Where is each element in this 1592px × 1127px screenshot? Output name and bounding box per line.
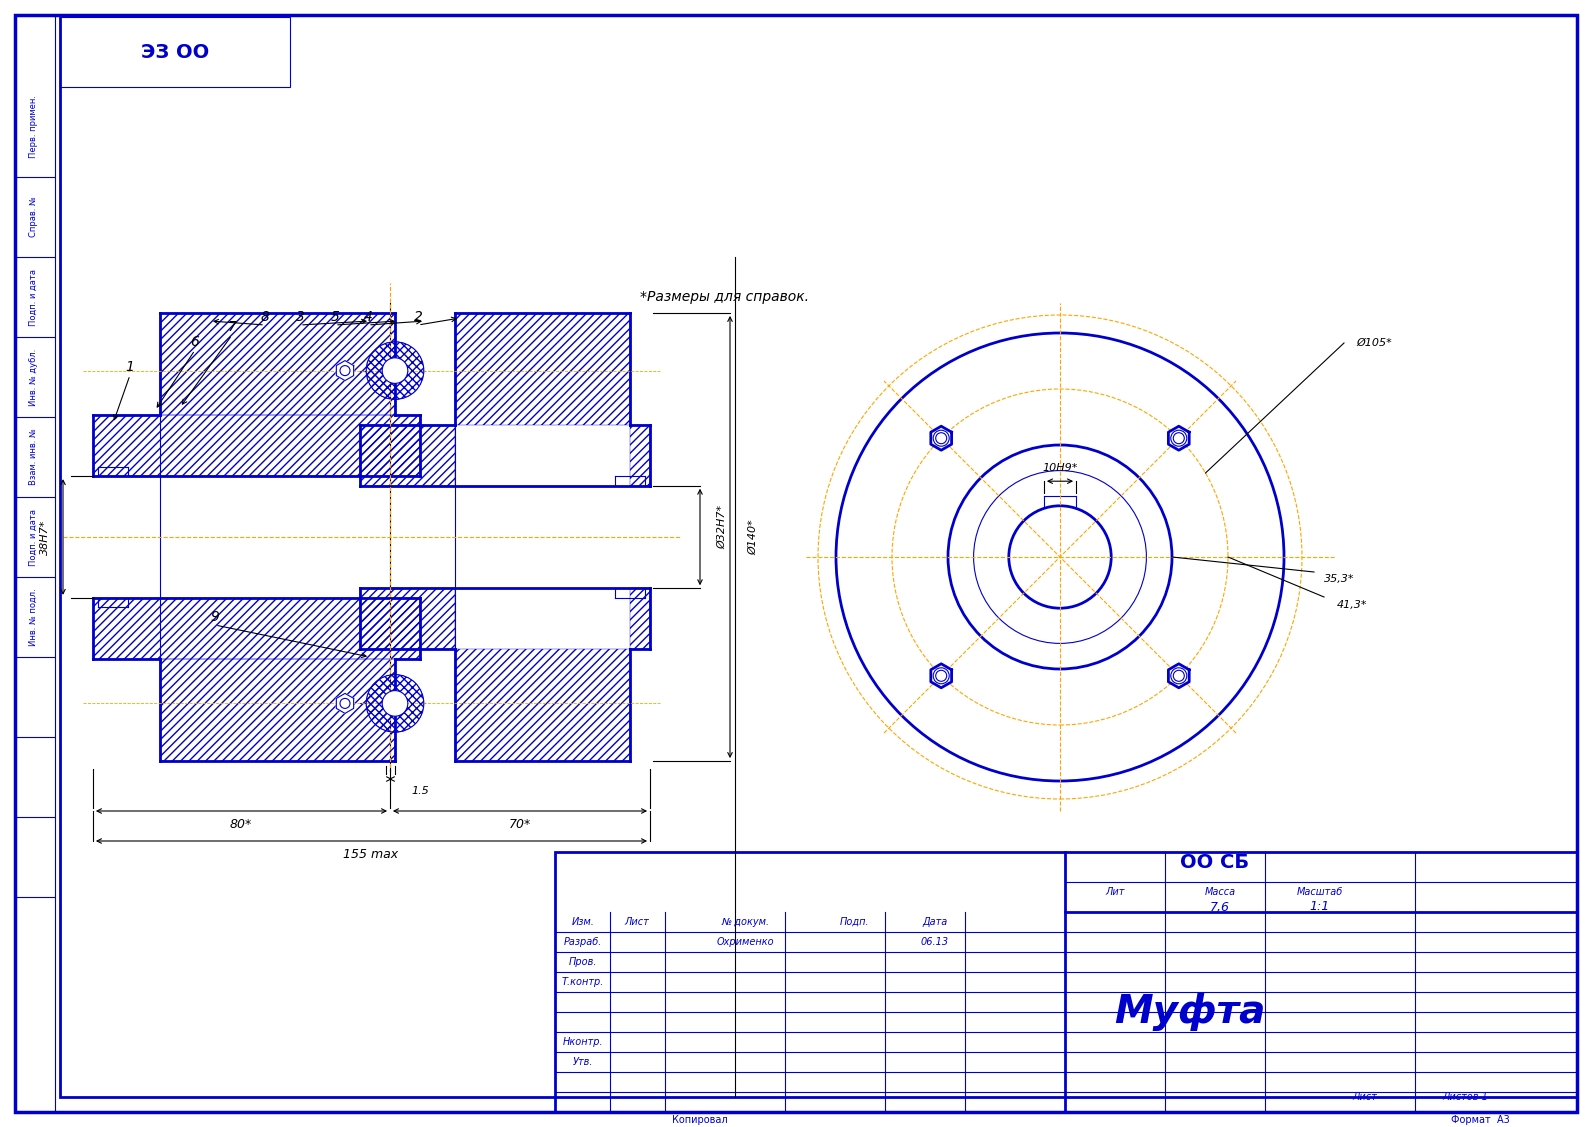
Text: ОО СБ: ОО СБ xyxy=(1180,852,1250,871)
Text: Нконтр.: Нконтр. xyxy=(562,1037,603,1047)
Text: 70*: 70* xyxy=(509,817,532,831)
Text: 5: 5 xyxy=(331,310,339,323)
Text: 8: 8 xyxy=(261,310,269,323)
Text: Инв. № подл.: Инв. № подл. xyxy=(29,588,38,646)
Text: 1: 1 xyxy=(126,360,134,374)
Polygon shape xyxy=(336,361,353,381)
Polygon shape xyxy=(1169,664,1189,687)
Text: *Размеры для справок.: *Размеры для справок. xyxy=(640,290,809,304)
Text: Ø105*: Ø105* xyxy=(1356,338,1391,348)
Text: Пров.: Пров. xyxy=(568,957,597,967)
Polygon shape xyxy=(1169,426,1189,450)
Text: 6: 6 xyxy=(191,335,199,349)
Circle shape xyxy=(1173,671,1184,682)
Text: 06.13: 06.13 xyxy=(920,937,949,947)
Bar xyxy=(556,852,1578,1112)
Text: Масса: Масса xyxy=(1205,887,1235,897)
Text: 9: 9 xyxy=(210,610,220,624)
Text: Дата: Дата xyxy=(922,917,947,928)
Text: Т.контр.: Т.контр. xyxy=(562,977,605,987)
Text: Лист: Лист xyxy=(624,917,650,928)
Text: Масштаб: Масштаб xyxy=(1297,887,1344,897)
Text: Утв.: Утв. xyxy=(573,1057,594,1067)
Circle shape xyxy=(1173,433,1184,444)
Text: 1.5: 1.5 xyxy=(411,786,428,796)
Text: Подп. и дата: Подп. и дата xyxy=(29,508,38,566)
Text: 38Н7*: 38Н7* xyxy=(40,520,49,554)
Text: 35,3*: 35,3* xyxy=(1325,574,1355,584)
Text: Подп.: Подп. xyxy=(841,917,869,928)
Text: 2: 2 xyxy=(414,310,422,323)
Text: Справ. №: Справ. № xyxy=(29,196,38,238)
Text: Разраб.: Разраб. xyxy=(564,937,602,947)
Text: 155 max: 155 max xyxy=(344,848,398,861)
Text: Листов 1: Листов 1 xyxy=(1442,1092,1489,1102)
Text: Инв. № дубл.: Инв. № дубл. xyxy=(29,348,38,406)
Text: Лист: Лист xyxy=(1353,1092,1377,1102)
Text: 7,6: 7,6 xyxy=(1210,900,1231,914)
Circle shape xyxy=(936,671,947,682)
Bar xyxy=(60,17,290,87)
Text: 4: 4 xyxy=(363,310,373,323)
Text: Копировал: Копировал xyxy=(672,1115,728,1125)
Text: Охрименко: Охрименко xyxy=(716,937,774,947)
Text: 7: 7 xyxy=(228,320,237,334)
Text: Перв. примен.: Перв. примен. xyxy=(29,96,38,159)
Text: ЭЗ ОО: ЭЗ ОО xyxy=(140,43,209,62)
Text: 1:1: 1:1 xyxy=(1310,900,1331,914)
Text: № докум.: № докум. xyxy=(721,917,769,928)
Circle shape xyxy=(936,433,947,444)
Text: 80*: 80* xyxy=(229,817,252,831)
Polygon shape xyxy=(931,664,952,687)
Text: Ø32Н7*: Ø32Н7* xyxy=(716,505,728,549)
Text: Взам. инв. №: Взам. инв. № xyxy=(29,428,38,486)
Polygon shape xyxy=(336,693,353,713)
Circle shape xyxy=(382,691,408,716)
Circle shape xyxy=(382,357,408,383)
Text: 41,3*: 41,3* xyxy=(1337,600,1368,610)
Polygon shape xyxy=(931,426,952,450)
Text: Подп. и дата: Подп. и дата xyxy=(29,268,38,326)
Text: Лит: Лит xyxy=(1105,887,1124,897)
Text: Муфта: Муфта xyxy=(1114,993,1266,1031)
Text: Формат  А3: Формат А3 xyxy=(1450,1115,1509,1125)
Text: Изм.: Изм. xyxy=(572,917,594,928)
Text: Ø140*: Ø140* xyxy=(748,520,758,554)
Text: 3: 3 xyxy=(296,310,304,323)
Text: 10Н9*: 10Н9* xyxy=(1043,463,1078,473)
